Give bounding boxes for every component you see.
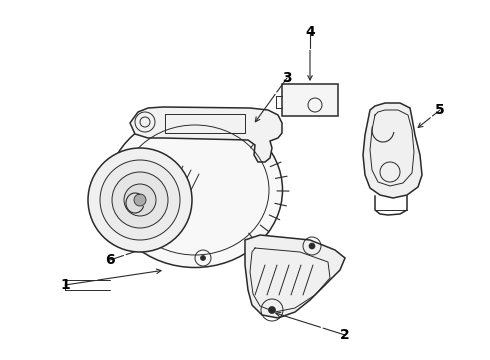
Text: 4: 4 <box>305 25 315 39</box>
Circle shape <box>134 194 146 206</box>
Text: 3: 3 <box>282 71 292 85</box>
Circle shape <box>200 256 205 261</box>
Circle shape <box>309 243 315 249</box>
Polygon shape <box>245 235 345 318</box>
Circle shape <box>135 112 155 132</box>
Circle shape <box>112 172 168 228</box>
Circle shape <box>124 184 156 216</box>
Polygon shape <box>363 103 422 198</box>
Text: 1: 1 <box>60 278 70 292</box>
Ellipse shape <box>107 112 283 267</box>
Circle shape <box>100 160 180 240</box>
Text: 5: 5 <box>435 103 445 117</box>
Polygon shape <box>282 84 338 116</box>
Text: 6: 6 <box>105 253 115 267</box>
Polygon shape <box>130 107 282 162</box>
Circle shape <box>269 306 275 314</box>
Text: 2: 2 <box>340 328 350 342</box>
Circle shape <box>88 148 192 252</box>
